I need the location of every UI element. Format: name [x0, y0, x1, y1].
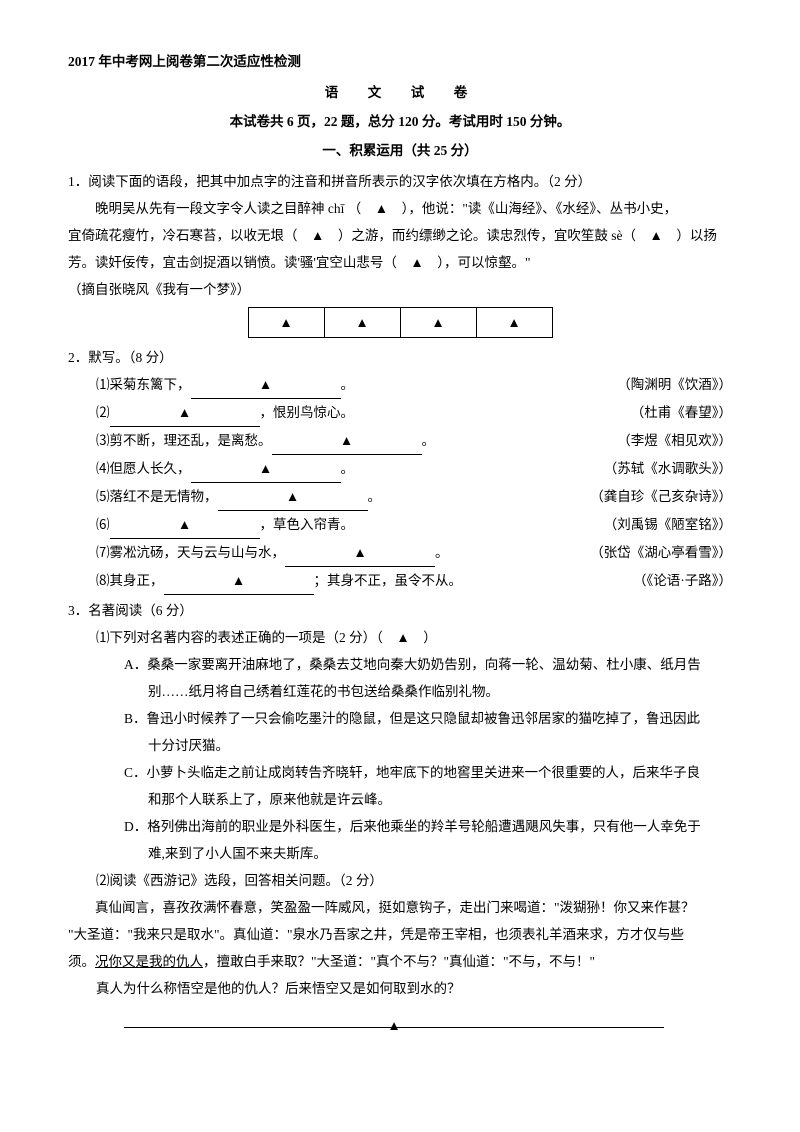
q2-item: ⑷但愿人长久，▲。（苏轼《水调歌头》）	[68, 455, 732, 483]
choice-b: B．鲁迅小时候养了一只会偷吃墨汁的隐鼠，但是这只隐鼠却被鲁迅邻居家的猫吃掉了，鲁…	[92, 705, 732, 732]
choice-d-cont: 难,来到了小人国不来夫斯库。	[68, 840, 732, 867]
q2-item: ⑺雾凇沆砀，天与云与山与水，▲。（张岱《湖心亭看雪》）	[68, 539, 732, 567]
q3-sub1: ⑴下列对名著内容的表述正确的一项是（2 分）（ ▲ ）	[68, 624, 732, 651]
blank-cell: ▲	[248, 308, 324, 338]
answer-line: ▲	[124, 1012, 664, 1028]
blank-cell: ▲	[476, 308, 552, 338]
exam-desc: 本试卷共 6 页，22 题，总分 120 分。考试用时 150 分钟。	[68, 108, 732, 135]
subject-title: 语 文 试 卷	[68, 79, 732, 106]
blank-cell: ▲	[400, 308, 476, 338]
choice-c: C．小萝卜头临走之前让成岗转告齐晓轩，地牢底下的地窖里关进来一个很重要的人，后来…	[92, 759, 732, 786]
q3-p2a: 真仙闻言，喜孜孜满怀春意，笑盈盈一阵威风，挺如意钩子，走出门来喝道："泼猢狲！你…	[68, 894, 732, 921]
q3-stem: 3．名著阅读（6 分）	[68, 597, 732, 624]
q2-item: ⑶剪不断，理还乱，是离愁。▲。（李煜《相见欢》）	[68, 427, 732, 455]
q3-p2c: 须。况你又是我的仇人，擅敢白手来取？"大圣道："真个不与？"真仙道："不与，不与…	[68, 948, 732, 975]
exam-title: 2017 年中考网上阅卷第二次适应性检测	[68, 48, 732, 75]
blank-cell: ▲	[324, 308, 400, 338]
choice-b-cont: 十分讨厌猫。	[68, 732, 732, 759]
section-heading: 一、积累运用（共 25 分）	[68, 137, 732, 164]
q2-item: ⑻其身正，▲；其身不正，虽令不从。（《论语·子路》）	[68, 567, 732, 595]
q1-stem: 1．阅读下面的语段，把其中加点字的注音和拼音所表示的汉字依次填在方格内。（2 分…	[68, 168, 732, 195]
q2-item: ⑸落红不是无情物，▲。（龚自珍《己亥杂诗》）	[68, 483, 732, 511]
answer-table: ▲ ▲ ▲ ▲	[248, 307, 553, 338]
choice-d: D．格列佛出海前的职业是外科医生，后来他乘坐的羚羊号轮船遭遇飓风失事，只有他一人…	[92, 813, 732, 840]
choice-c-cont: 和那个人联系上了，原来他就是许云峰。	[68, 786, 732, 813]
q1-p2: 宜倚疏花瘦竹，冷石寒苔，以收无垠（ ▲ ）之游，而约缥缈之论。读忠烈传，宜吹笙鼓…	[68, 222, 732, 249]
q2-stem: 2．默写。（8 分）	[68, 344, 732, 371]
q2-item: ⑵▲，恨别鸟惊心。（杜甫《春望》）	[68, 399, 732, 427]
q1-p1: 晚明吴从先有一段文字令人读之目醉神 chī （ ▲ ），他说："读《山海经》、《…	[68, 195, 732, 222]
q2-item: ⑴采菊东篱下，▲。（陶渊明《饮酒》）	[68, 371, 732, 399]
q3-ask: 真人为什么称悟空是他的仇人？后来悟空又是如何取到水的？	[68, 975, 732, 1002]
choice-a-cont: 别……纸月将自己绣着红莲花的书包送给桑桑作临别礼物。	[68, 678, 732, 705]
q3-sub2: ⑵阅读《西游记》选段，回答相关问题。（2 分）	[68, 867, 732, 894]
q3-p2b: "大圣道："我来只是取水"。真仙道："泉水乃吾家之井，凭是帝王宰相，也须表礼羊酒…	[68, 921, 732, 948]
q1-source: （摘自张晓风《我有一个梦》）	[68, 276, 732, 303]
choice-a: A．桑桑一家要离开油麻地了，桑桑去艾地向秦大奶奶告别，向蒋一轮、温幼菊、杜小康、…	[92, 651, 732, 678]
q1-p3: 芳。读奸佞传，宜击剑捉酒以销愤。读'骚'宜空山悲号（ ▲ ），可以惊壑。"	[68, 249, 732, 276]
q2-item: ⑹▲，草色入帘青。（刘禹锡《陋室铭》）	[68, 511, 732, 539]
